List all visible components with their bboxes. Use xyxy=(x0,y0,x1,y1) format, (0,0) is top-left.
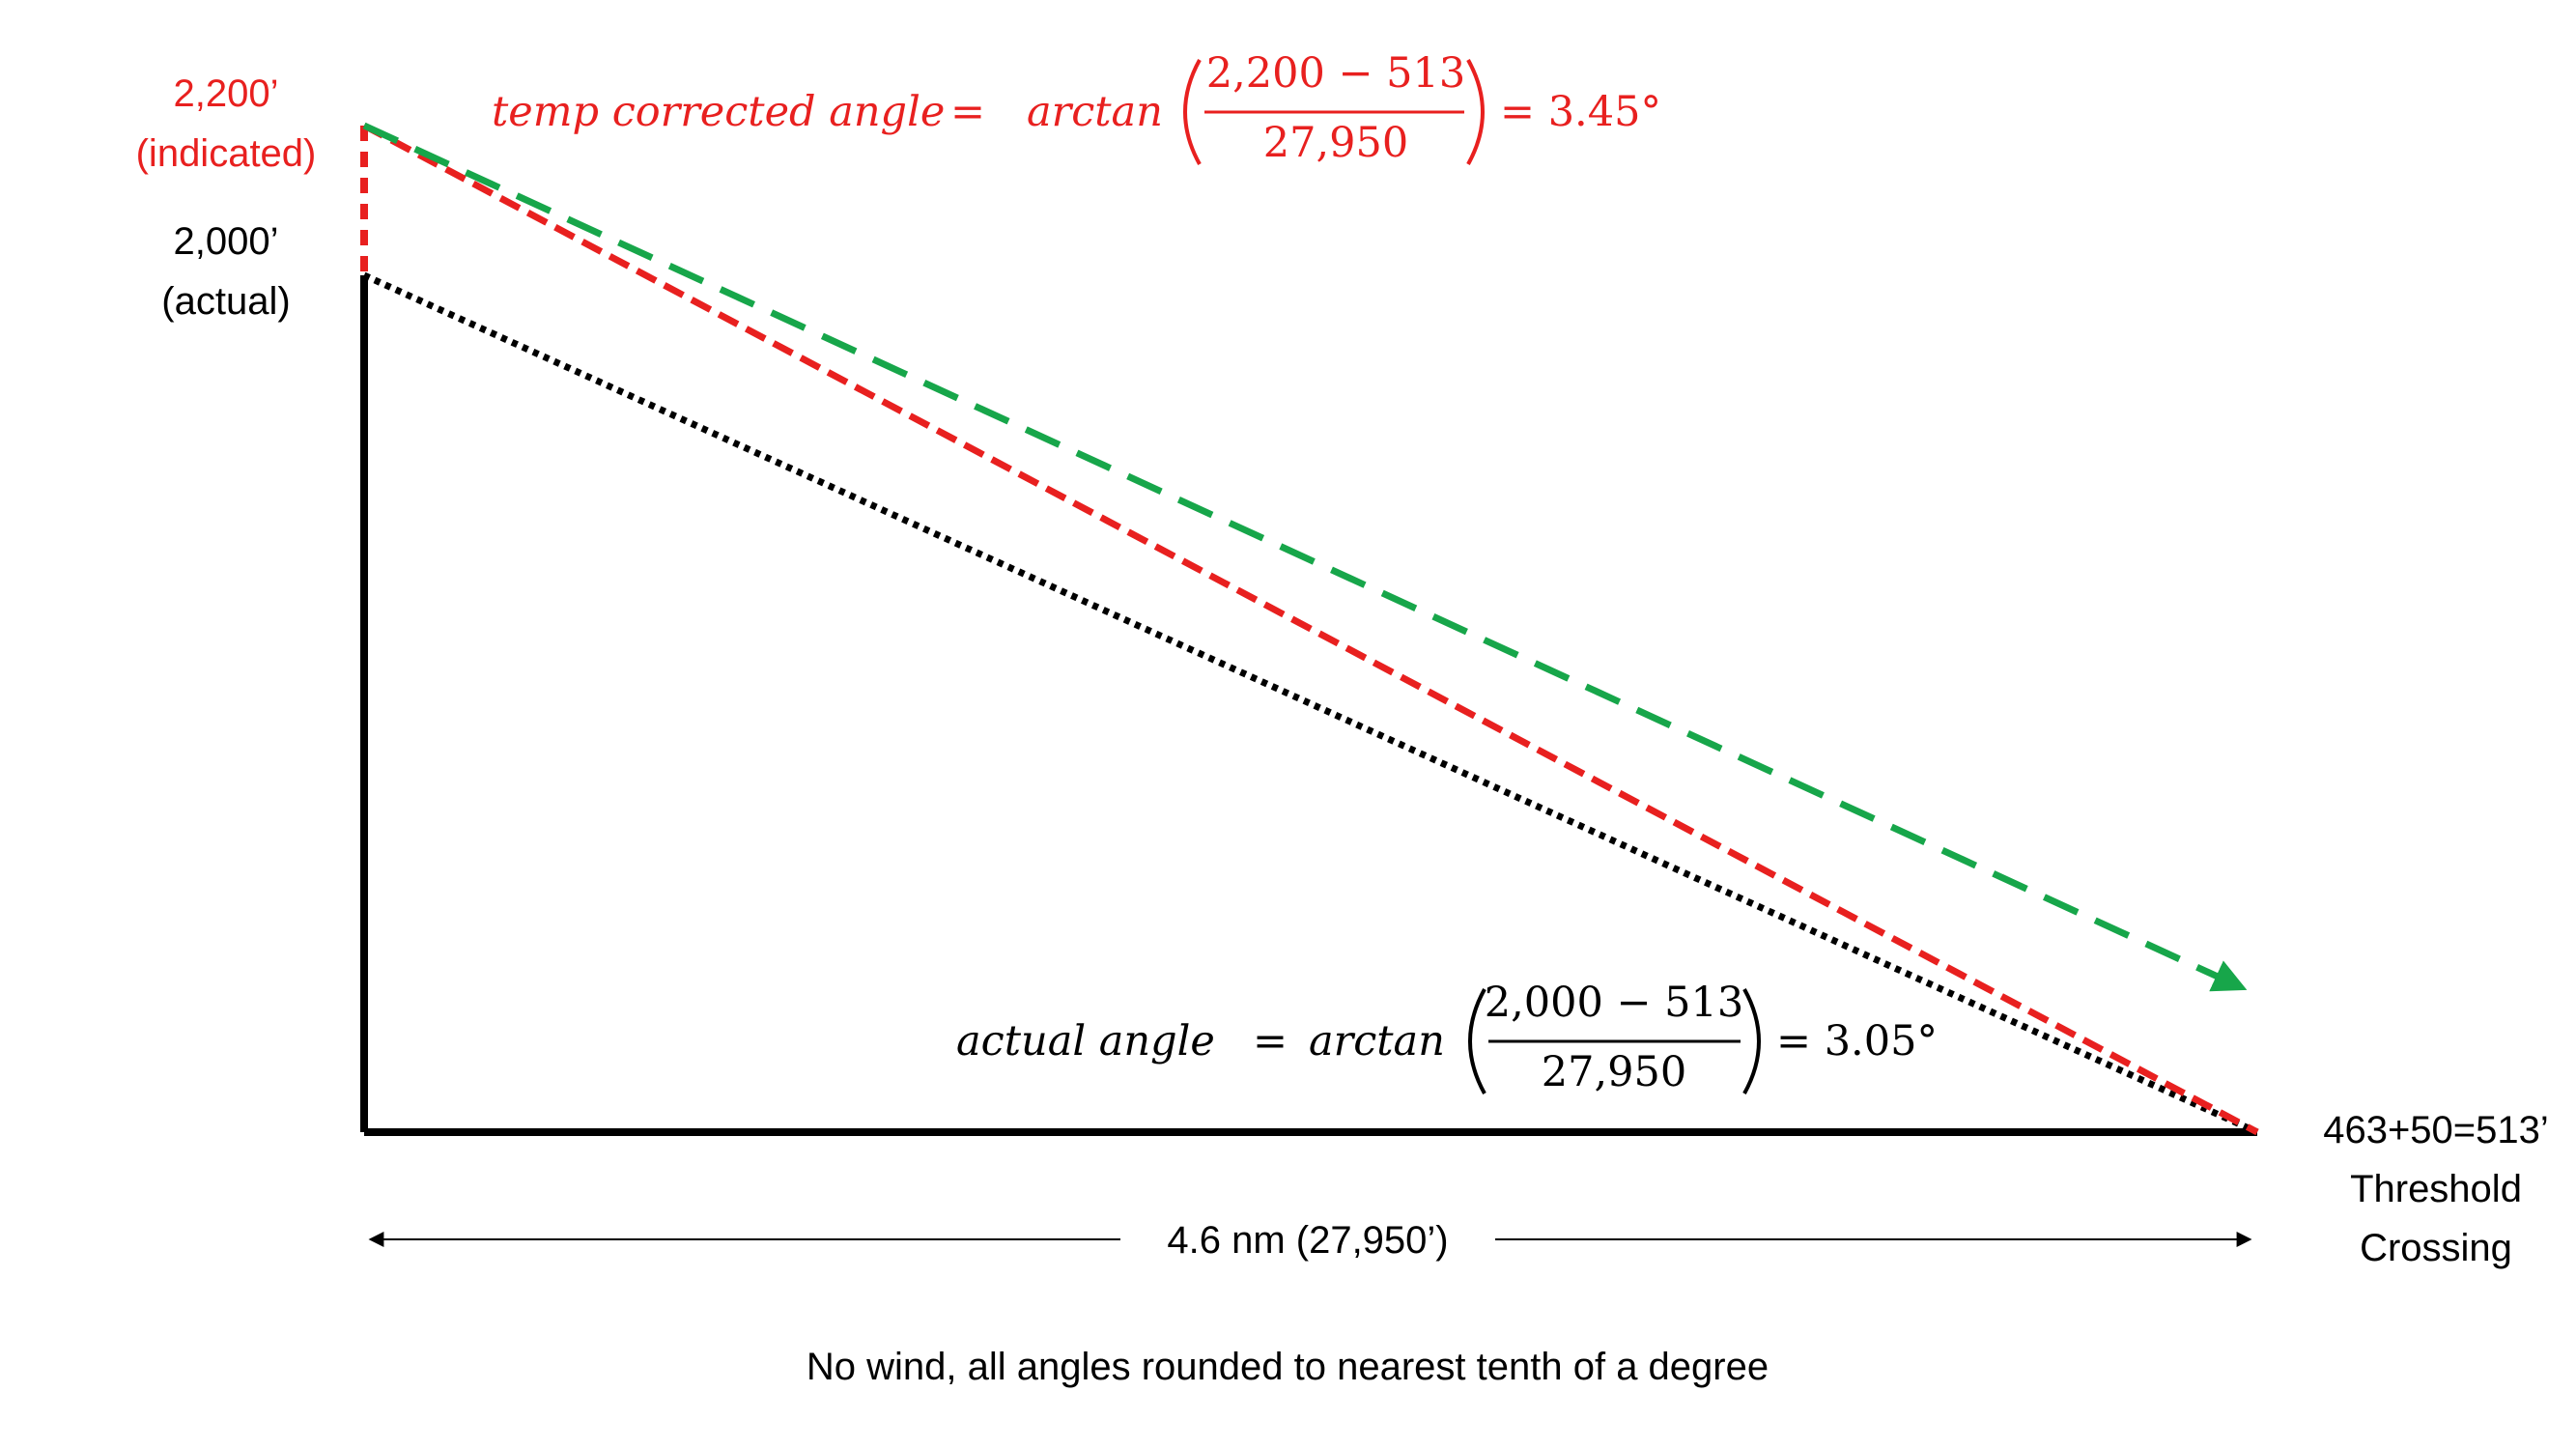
actual-result: = 3.05° xyxy=(1776,1017,1938,1065)
actual-equation: actual angle = arctan 2,000 − 513 27,950… xyxy=(956,979,1938,1096)
temp-corrected-path-line xyxy=(362,122,2259,1136)
actual-func: arctan xyxy=(1309,1017,1445,1065)
actual-lhs: actual angle xyxy=(956,1017,1215,1065)
actual-altitude-note: (actual) xyxy=(161,280,290,323)
temp-corrected-equation: temp corrected angle = arctan 2,200 − 51… xyxy=(492,49,1661,167)
distance-label: 4.6 nm (27,950’) xyxy=(1167,1219,1448,1262)
temp-corrected-result: = 3.45° xyxy=(1500,88,1661,136)
indicated-altitude-value: 2,200’ xyxy=(174,72,279,115)
temp-corrected-right-paren xyxy=(1466,59,1485,165)
actual-numerator: 2,000 − 513 xyxy=(1485,979,1744,1027)
threshold-crossing-height: 463+50=513’ xyxy=(2323,1109,2549,1151)
actual-left-paren xyxy=(1468,988,1486,1094)
actual-right-paren xyxy=(1742,988,1761,1094)
actual-altitude-value: 2,000’ xyxy=(174,220,279,263)
crossing-label: Crossing xyxy=(2360,1227,2512,1269)
actual-denominator: 27,950 xyxy=(1542,1048,1686,1096)
temp-corrected-eq-sign: = xyxy=(950,88,985,136)
actual-path-line xyxy=(362,271,2259,1136)
threshold-label: Threshold xyxy=(2350,1168,2522,1210)
temp-corrected-numerator: 2,200 − 513 xyxy=(1206,49,1466,98)
actual-eq-sign: = xyxy=(1253,1017,1288,1065)
temp-corrected-func: arctan xyxy=(1027,88,1163,136)
footnote: No wind, all angles rounded to nearest t… xyxy=(807,1346,1769,1388)
indicated-altitude-note: (indicated) xyxy=(136,132,317,175)
temp-corrected-left-paren xyxy=(1183,59,1202,165)
indicated-path-arrow xyxy=(362,122,2248,992)
temp-corrected-denominator: 27,950 xyxy=(1263,119,1408,167)
temp-corrected-lhs: temp corrected angle xyxy=(492,88,945,136)
